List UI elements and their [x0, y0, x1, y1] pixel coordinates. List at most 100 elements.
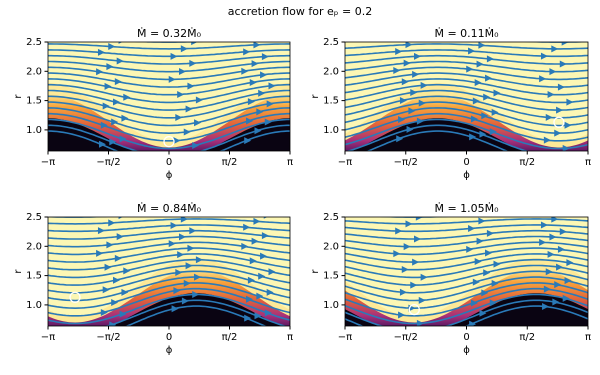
stream-arrow	[260, 71, 268, 79]
stream-arrow	[106, 241, 114, 249]
stream-arrow	[399, 97, 407, 105]
stream-arrow	[486, 55, 494, 63]
streamline	[345, 43, 588, 50]
stream-arrow	[195, 96, 203, 104]
stream-arrow	[476, 60, 484, 68]
stream-arrow	[109, 138, 117, 146]
stream-arrow	[420, 273, 428, 281]
stream-arrow	[260, 252, 268, 260]
stream-arrow	[116, 233, 124, 241]
stream-arrow	[393, 250, 401, 258]
stream-arrow	[254, 312, 262, 320]
stream-arrow	[244, 137, 252, 145]
streamline	[345, 118, 588, 150]
stream-arrow	[168, 75, 176, 83]
x-tick-label: π	[287, 157, 293, 168]
stream-arrow	[474, 257, 482, 265]
stream-arrow	[243, 223, 251, 231]
y-tick-label: 1.5	[26, 96, 42, 107]
stream-arrow	[192, 142, 200, 150]
streamline	[345, 229, 588, 240]
stream-arrow	[416, 117, 424, 125]
x-tick-label: 0	[463, 157, 469, 168]
stream-arrow	[401, 265, 409, 273]
stream-arrow	[396, 135, 404, 143]
stream-arrow	[539, 75, 547, 83]
stream-arrow	[399, 288, 407, 296]
stream-arrow	[469, 320, 477, 326]
streamline	[48, 124, 290, 151]
streamline	[345, 276, 588, 302]
y-tick-label: 1.0	[323, 125, 339, 136]
stream-arrow	[171, 305, 179, 313]
stream-arrow	[410, 281, 418, 289]
stream-arrow	[485, 249, 493, 257]
stream-arrow	[470, 115, 478, 123]
streamline	[345, 247, 588, 263]
streamline	[48, 89, 290, 111]
stream-arrow	[412, 70, 420, 78]
stream-arrow	[104, 82, 112, 90]
streamline	[48, 235, 290, 248]
streamline	[345, 78, 588, 96]
stream-arrow	[268, 82, 276, 90]
x-axis-label: ϕ	[463, 345, 470, 356]
stream-arrow	[173, 137, 181, 145]
stream-arrow	[112, 276, 120, 284]
stream-arrow	[266, 288, 274, 296]
stream-arrow	[408, 107, 416, 115]
stream-arrow	[398, 311, 406, 319]
stream-arrow	[177, 90, 185, 98]
plot-area	[48, 42, 290, 151]
stream-arrow	[554, 129, 562, 137]
y-axis-label: r	[13, 94, 24, 99]
stream-arrow	[540, 52, 548, 60]
marker	[553, 116, 565, 128]
stream-arrow	[540, 221, 548, 229]
x-tick-label: 0	[463, 332, 469, 343]
density-core	[110, 293, 282, 326]
stream-arrow	[246, 295, 254, 303]
stream-arrow	[559, 60, 567, 68]
stream-arrow	[483, 269, 491, 277]
x-tick-label: −π	[338, 332, 352, 343]
stream-arrow	[395, 227, 403, 235]
suptitle: accretion flow for eₚ = 0.2	[228, 5, 372, 18]
stream-arrow	[466, 65, 474, 73]
streamline	[125, 305, 267, 326]
stream-arrow	[100, 308, 108, 316]
stream-arrow	[187, 244, 195, 252]
stream-arrow	[401, 78, 409, 86]
x-tick-label: −π	[41, 157, 55, 168]
streamline	[48, 107, 290, 135]
stream-arrow	[191, 42, 198, 46]
stream-arrow	[111, 298, 119, 306]
stream-arrow	[403, 59, 411, 67]
stream-arrow	[187, 82, 195, 90]
stream-arrow	[466, 245, 474, 253]
stream-arrow	[102, 102, 110, 110]
stream-arrow	[179, 67, 187, 75]
stream-arrow	[247, 98, 255, 106]
y-tick-label: 1.0	[323, 300, 339, 311]
streamline	[345, 124, 530, 151]
stream-arrow	[564, 121, 572, 129]
stream-arrow	[263, 217, 268, 219]
stream-arrow	[116, 57, 124, 65]
stream-arrow	[478, 42, 486, 49]
y-tick-label: 1.5	[323, 271, 339, 282]
stream-arrow	[413, 235, 421, 243]
streamline	[48, 218, 290, 225]
stream-arrow	[180, 45, 188, 53]
stream-arrow	[562, 144, 570, 151]
stream-arrow	[559, 228, 567, 236]
stream-arrow	[410, 89, 418, 97]
y-tick-label: 2.5	[26, 37, 42, 48]
stream-arrow	[185, 262, 193, 270]
x-tick-label: π/2	[519, 157, 535, 168]
stream-arrow	[253, 42, 261, 49]
stream-arrow	[264, 118, 272, 126]
x-tick-label: π	[585, 332, 591, 343]
chart-title: Ṁ = 0.11Ṁ₀	[434, 27, 499, 40]
y-axis-label: r	[310, 269, 321, 274]
